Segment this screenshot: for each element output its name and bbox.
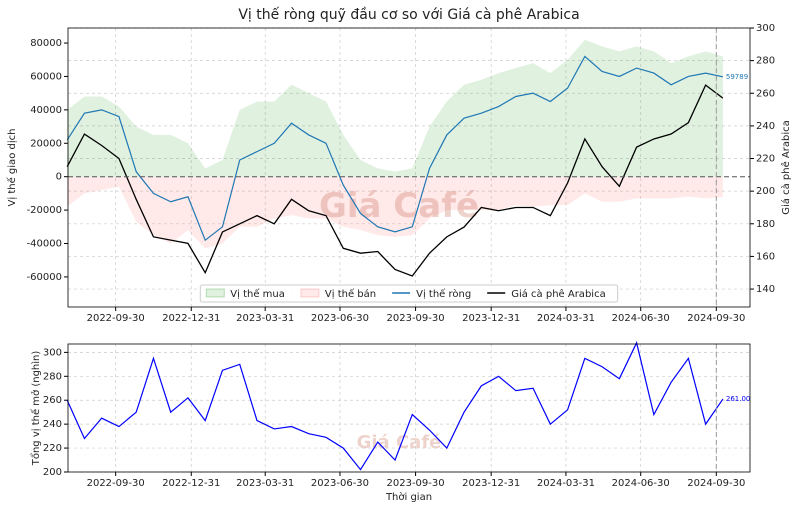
x-tick-label: 2023-12-31	[462, 313, 520, 324]
line	[66, 55, 724, 242]
x-tick-label: 2023-06-30	[311, 313, 369, 324]
y2-tick-label: 300	[756, 23, 775, 34]
y-tick-label: 0	[56, 172, 62, 183]
legend-label: Vị thế bán	[325, 288, 376, 300]
legend-label: Vị thế ròng	[416, 288, 471, 300]
line	[66, 84, 724, 277]
y-tick-label: 40000	[30, 105, 62, 116]
y-tick-label: 220	[43, 443, 62, 454]
chart-panel: Giá Café 2022-09-30 2022-12-31 2023-03-31 20…	[6, 6, 792, 324]
plot-frame	[67, 27, 751, 308]
x-tick-label: 2024-09-30	[687, 313, 745, 324]
y2-tick-label: 180	[756, 219, 775, 230]
end-label: 261.00	[726, 395, 751, 403]
chart-title: Vị thế ròng quỹ đầu cơ so với Giá cà phê…	[238, 6, 579, 23]
y-axis-label: Vị thế giao dịch	[6, 129, 18, 207]
y-tick-label: 260	[43, 395, 62, 406]
y2-tick-label: 220	[756, 154, 775, 165]
plot-area	[68, 344, 750, 472]
x-tick-label: 2023-03-31	[236, 478, 294, 489]
chart-panel: Giá Café 2022-09-30 2022-12-31 2023-03-31 20…	[29, 341, 751, 503]
x-tick-label: 2023-09-30	[387, 313, 445, 324]
y2-tick-label: 240	[756, 121, 775, 132]
x-tick-label: 2023-06-30	[311, 478, 369, 489]
x-tick-label: 2022-09-30	[87, 478, 145, 489]
x-tick-label: 2024-03-31	[537, 478, 595, 489]
y-tick-label: 300	[43, 347, 62, 358]
y2-tick-label: 280	[756, 56, 775, 67]
plot-frame	[67, 343, 751, 473]
legend-label: Vị thế mua	[230, 288, 285, 300]
x-tick-label: 2022-12-31	[162, 313, 220, 324]
y2-axis-label: Giá cà phê Arabica	[780, 120, 792, 215]
y2-tick-label: 140	[756, 284, 775, 295]
y-axis-label: Tổng vị thế mở (nghìn)	[29, 351, 42, 467]
legend: Vị thế mua Vị thế bán Vị thế ròng Giá cà ph…	[199, 284, 619, 303]
y-tick-label: 60000	[30, 71, 62, 82]
x-tick-label: 2023-03-31	[236, 313, 294, 324]
x-tick-label: 2024-06-30	[612, 313, 670, 324]
x-tick-label: 2022-09-30	[87, 313, 145, 324]
end-label: 59789	[726, 73, 748, 81]
y-tick-label: 200	[43, 467, 62, 478]
y-tick-label: 280	[43, 371, 62, 382]
line	[66, 341, 724, 471]
x-tick-label: 2022-12-31	[162, 478, 220, 489]
x-axis-label: Thời gian	[385, 491, 432, 503]
y-tick-label: 240	[43, 419, 62, 430]
watermark: Giá Café	[357, 432, 442, 453]
watermark: Giá Café	[319, 186, 479, 226]
x-tick-label: 2023-09-30	[387, 478, 445, 489]
x-tick-label: 2023-12-31	[462, 478, 520, 489]
area	[67, 39, 723, 177]
y-tick-label: -20000	[27, 205, 62, 216]
plot-area	[68, 28, 750, 307]
x-tick-label: 2024-09-30	[687, 478, 745, 489]
y-tick-label: 20000	[30, 138, 62, 149]
legend-swatch	[300, 288, 320, 298]
y2-tick-label: 200	[756, 186, 775, 197]
y2-tick-label: 160	[756, 251, 775, 262]
y2-tick-label: 260	[756, 88, 775, 99]
legend-swatch	[205, 288, 225, 298]
y-tick-label: 80000	[30, 38, 62, 49]
legend-label: Giá cà phê Arabica	[511, 288, 606, 300]
y-tick-label: -60000	[27, 272, 62, 283]
x-tick-label: 2024-06-30	[612, 478, 670, 489]
y-tick-label: -40000	[27, 239, 62, 250]
x-tick-label: 2024-03-31	[537, 313, 595, 324]
